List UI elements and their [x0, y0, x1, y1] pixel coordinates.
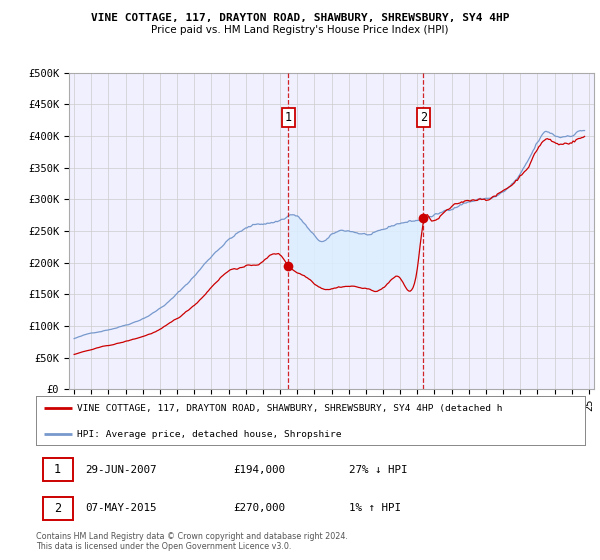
Text: 1: 1: [285, 110, 292, 124]
Text: VINE COTTAGE, 117, DRAYTON ROAD, SHAWBURY, SHREWSBURY, SY4 4HP: VINE COTTAGE, 117, DRAYTON ROAD, SHAWBUR…: [91, 13, 509, 24]
Text: 1: 1: [54, 463, 61, 476]
Text: Price paid vs. HM Land Registry's House Price Index (HPI): Price paid vs. HM Land Registry's House …: [151, 25, 449, 35]
Text: 29-JUN-2007: 29-JUN-2007: [85, 465, 157, 474]
Text: 27% ↓ HPI: 27% ↓ HPI: [349, 465, 407, 474]
Text: 2: 2: [54, 502, 61, 515]
Text: VINE COTTAGE, 117, DRAYTON ROAD, SHAWBURY, SHREWSBURY, SY4 4HP (detached h: VINE COTTAGE, 117, DRAYTON ROAD, SHAWBUR…: [77, 404, 503, 413]
Text: HPI: Average price, detached house, Shropshire: HPI: Average price, detached house, Shro…: [77, 430, 341, 439]
Text: Contains HM Land Registry data © Crown copyright and database right 2024.
This d: Contains HM Land Registry data © Crown c…: [36, 532, 348, 552]
FancyBboxPatch shape: [43, 458, 73, 481]
Text: 07-MAY-2015: 07-MAY-2015: [85, 503, 157, 514]
Text: £270,000: £270,000: [233, 503, 286, 514]
FancyBboxPatch shape: [43, 497, 73, 520]
Text: 1% ↑ HPI: 1% ↑ HPI: [349, 503, 401, 514]
Text: 2: 2: [420, 110, 427, 124]
Text: £194,000: £194,000: [233, 465, 286, 474]
